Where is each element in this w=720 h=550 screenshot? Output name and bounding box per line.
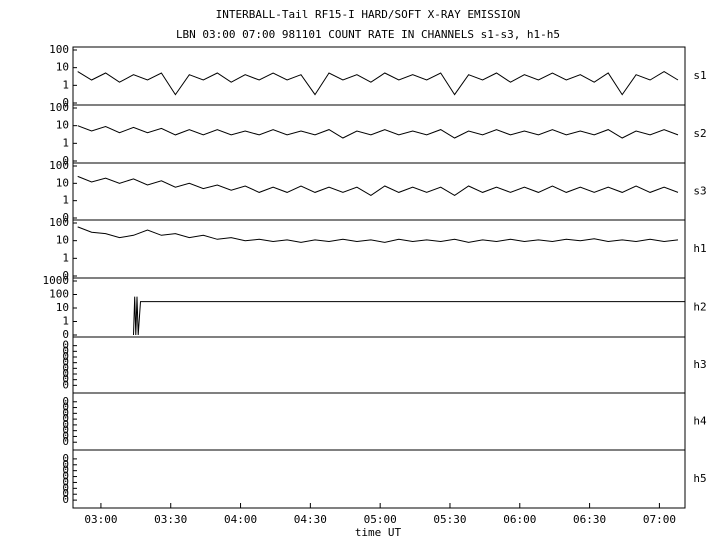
y-tick-label: 10 (56, 301, 69, 314)
series-line (77, 125, 679, 139)
x-tick-label: 06:00 (503, 513, 536, 526)
y-tick-label: 0 (62, 406, 69, 419)
series-line (133, 296, 685, 336)
x-tick-label: 06:30 (573, 513, 606, 526)
x-tick-label: 05:30 (433, 513, 466, 526)
y-tick-label: 1 (62, 78, 69, 91)
y-tick-label: 1 (62, 315, 69, 328)
series-line (77, 71, 679, 96)
y-tick-label: 0 (62, 424, 69, 437)
y-tick-label: 0 (62, 435, 69, 448)
panel-label: s2 (693, 127, 706, 140)
y-tick-label: 0 (62, 96, 69, 109)
series-line (77, 226, 679, 243)
panel-frame (72, 449, 686, 509)
y-tick-label: 0 (62, 475, 69, 488)
y-tick-label: 100 (49, 288, 69, 301)
y-tick-label: 10 (56, 234, 69, 247)
y-tick-label: 0 (62, 458, 69, 471)
y-tick-label: 0 (62, 418, 69, 431)
y-tick-label: 0 (62, 464, 69, 477)
panel-label: s1 (693, 69, 706, 82)
y-tick-label: 0 (62, 367, 69, 380)
y-tick-label: 0 (62, 154, 69, 167)
y-tick-label: 0 (62, 412, 69, 425)
y-tick-label: 1 (62, 194, 69, 207)
y-tick-label: 0 (62, 211, 69, 224)
panel-label: h1 (693, 242, 706, 255)
y-tick-label: 0 (62, 429, 69, 442)
y-tick-label: 0 (62, 395, 69, 408)
y-tick-label: 100 (49, 101, 69, 114)
y-tick-label: 0 (62, 339, 69, 352)
x-axis-label: time UT (355, 526, 402, 539)
panel-label: s3 (693, 185, 706, 198)
x-tick-label: 03:00 (84, 513, 117, 526)
y-tick-label: 0 (62, 269, 69, 282)
y-tick-label: 0 (62, 487, 69, 500)
x-tick-label: 03:30 (154, 513, 187, 526)
x-tick-label: 05:00 (364, 513, 397, 526)
panel-label: h5 (693, 472, 706, 485)
chart-subtitle: LBN 03:00 07:00 981101 COUNT RATE IN CHA… (176, 28, 560, 41)
chart-title: INTERBALL-Tail RF15-I HARD/SOFT X-RAY EM… (216, 8, 521, 21)
y-tick-label: 0 (62, 361, 69, 374)
y-tick-label: 0 (62, 401, 69, 414)
y-tick-label: 10 (56, 176, 69, 189)
y-tick-label: 10 (56, 61, 69, 74)
y-tick-label: 0 (62, 328, 69, 341)
y-tick-label: 0 (62, 344, 69, 357)
y-tick-label: 100 (49, 43, 69, 56)
y-tick-label: 0 (62, 470, 69, 483)
y-tick-label: 100 (49, 159, 69, 172)
y-tick-label: 1000 (43, 274, 70, 287)
y-tick-label: 0 (62, 373, 69, 386)
y-tick-label: 10 (56, 119, 69, 132)
y-tick-label: 1 (62, 136, 69, 149)
y-tick-label: 0 (62, 452, 69, 465)
y-tick-label: 0 (62, 350, 69, 363)
y-tick-label: 0 (62, 481, 69, 494)
y-tick-label: 0 (62, 356, 69, 369)
panel-label: h4 (693, 415, 707, 428)
y-tick-label: 1 (62, 251, 69, 264)
x-tick-label: 04:00 (224, 513, 257, 526)
y-tick-label: 100 (49, 216, 69, 229)
x-tick-label: 07:00 (643, 513, 676, 526)
panel-label: h2 (693, 301, 706, 314)
y-tick-label: 0 (62, 493, 69, 506)
x-tick-label: 04:30 (294, 513, 327, 526)
series-line (77, 175, 679, 196)
y-tick-label: 0 (62, 378, 69, 391)
panel-label: h3 (693, 358, 706, 371)
